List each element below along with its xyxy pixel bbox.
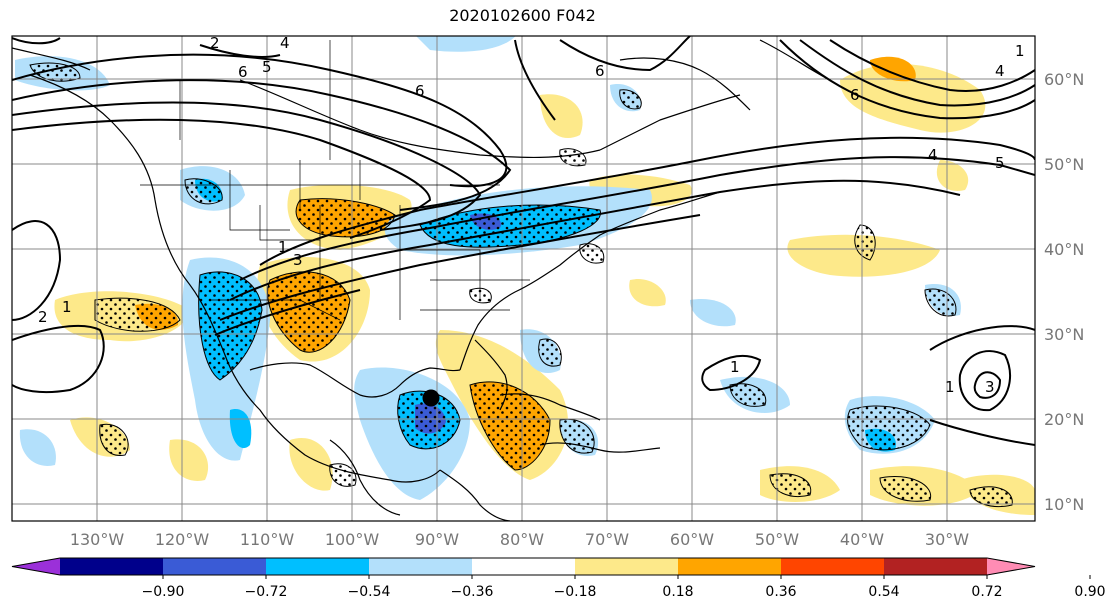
contour-label: 6 xyxy=(850,86,860,104)
longitude-axis: 130°W 120°W 110°W 100°W 90°W 80°W 70°W 6… xyxy=(70,530,969,549)
colorbar: −0.90 −0.72 −0.54 −0.36 −0.18 0.18 0.36 0.54 0.7… xyxy=(11,557,1105,600)
lon-label: 70°W xyxy=(585,530,629,549)
graticule xyxy=(12,36,1035,521)
colorbar-segment xyxy=(60,558,164,575)
colorbar-tick-label: −0.54 xyxy=(348,584,391,600)
significance-stippling xyxy=(29,62,1013,507)
contour-label: 3 xyxy=(985,378,995,396)
height-contours xyxy=(12,36,1035,446)
lon-label: 90°W xyxy=(415,530,459,549)
contour-label: 1 xyxy=(1015,42,1025,60)
colorbar-tick-label: 0.36 xyxy=(765,584,796,600)
lat-label: 60°N xyxy=(1044,70,1084,89)
contour-label: 6 xyxy=(595,62,605,80)
lat-label: 40°N xyxy=(1044,240,1084,259)
colorbar-segment xyxy=(884,558,988,575)
contour-label: 6 xyxy=(238,63,248,81)
lon-label: 40°W xyxy=(840,530,884,549)
colorbar-tick-label: −0.36 xyxy=(451,584,494,600)
colorbar-tick-label: −0.90 xyxy=(142,584,185,600)
map-title: 2020102600 F042 xyxy=(449,6,596,25)
colorbar-segment xyxy=(266,558,370,575)
contour-label: 1 xyxy=(278,238,288,256)
latitude-axis: 60°N 50°N 40°N 30°N 20°N 10°N xyxy=(1044,70,1084,514)
map-frame xyxy=(11,35,1036,522)
lon-label: 60°W xyxy=(670,530,714,549)
colorbar-segment xyxy=(369,558,473,575)
colorbar-tick-label: 0.54 xyxy=(868,584,899,600)
storm-center-marker xyxy=(422,389,440,407)
lon-label: 120°W xyxy=(155,530,210,549)
lon-label: 130°W xyxy=(70,530,125,549)
colorbar-tick-label: 0.18 xyxy=(662,584,693,600)
lon-label: 30°W xyxy=(925,530,969,549)
contour-label: 4 xyxy=(280,34,290,52)
contour-label: 5 xyxy=(262,58,272,76)
contour-labels: 2 5 4 6 6 6 6 4 1 4 5 1 2 1 1 1 3 3 xyxy=(38,34,1025,396)
contour-label: 1 xyxy=(945,378,955,396)
colorbar-segment xyxy=(472,558,576,575)
lat-label: 30°N xyxy=(1044,325,1084,344)
colorbar-outline xyxy=(11,557,1036,576)
contour-label: 2 xyxy=(38,308,48,326)
lon-label: 50°W xyxy=(755,530,799,549)
coastlines xyxy=(12,39,831,521)
contour-label: 1 xyxy=(730,358,740,376)
colorbar-tick-label: 0.72 xyxy=(971,584,1002,600)
colorbar-segment xyxy=(575,558,679,575)
lat-label: 20°N xyxy=(1044,410,1084,429)
contour-label: 4 xyxy=(928,146,938,164)
political-borders xyxy=(140,40,530,321)
colorbar-segment xyxy=(163,558,267,575)
lon-label: 110°W xyxy=(240,530,295,549)
colorbar-segment xyxy=(678,558,782,575)
contour-label: 6 xyxy=(415,82,425,100)
contour-label: 1 xyxy=(62,298,72,316)
colorbar-extend-low xyxy=(12,558,60,575)
contour-label: 3 xyxy=(293,251,303,269)
colorbar-tick-label: −0.18 xyxy=(554,584,597,600)
lon-label: 100°W xyxy=(325,530,380,549)
lon-label: 80°W xyxy=(500,530,544,549)
contour-label: 2 xyxy=(210,34,220,52)
colorbar-segment xyxy=(781,558,885,575)
colorbar-tick-label: 0.90 xyxy=(1074,584,1105,600)
colorbar-extend-high xyxy=(987,558,1035,575)
lat-label: 50°N xyxy=(1044,155,1084,174)
colorbar-tick-label: −0.72 xyxy=(245,584,288,600)
contour-label: 4 xyxy=(995,62,1005,80)
contour-label: 5 xyxy=(995,154,1005,172)
lat-label: 10°N xyxy=(1044,495,1084,514)
